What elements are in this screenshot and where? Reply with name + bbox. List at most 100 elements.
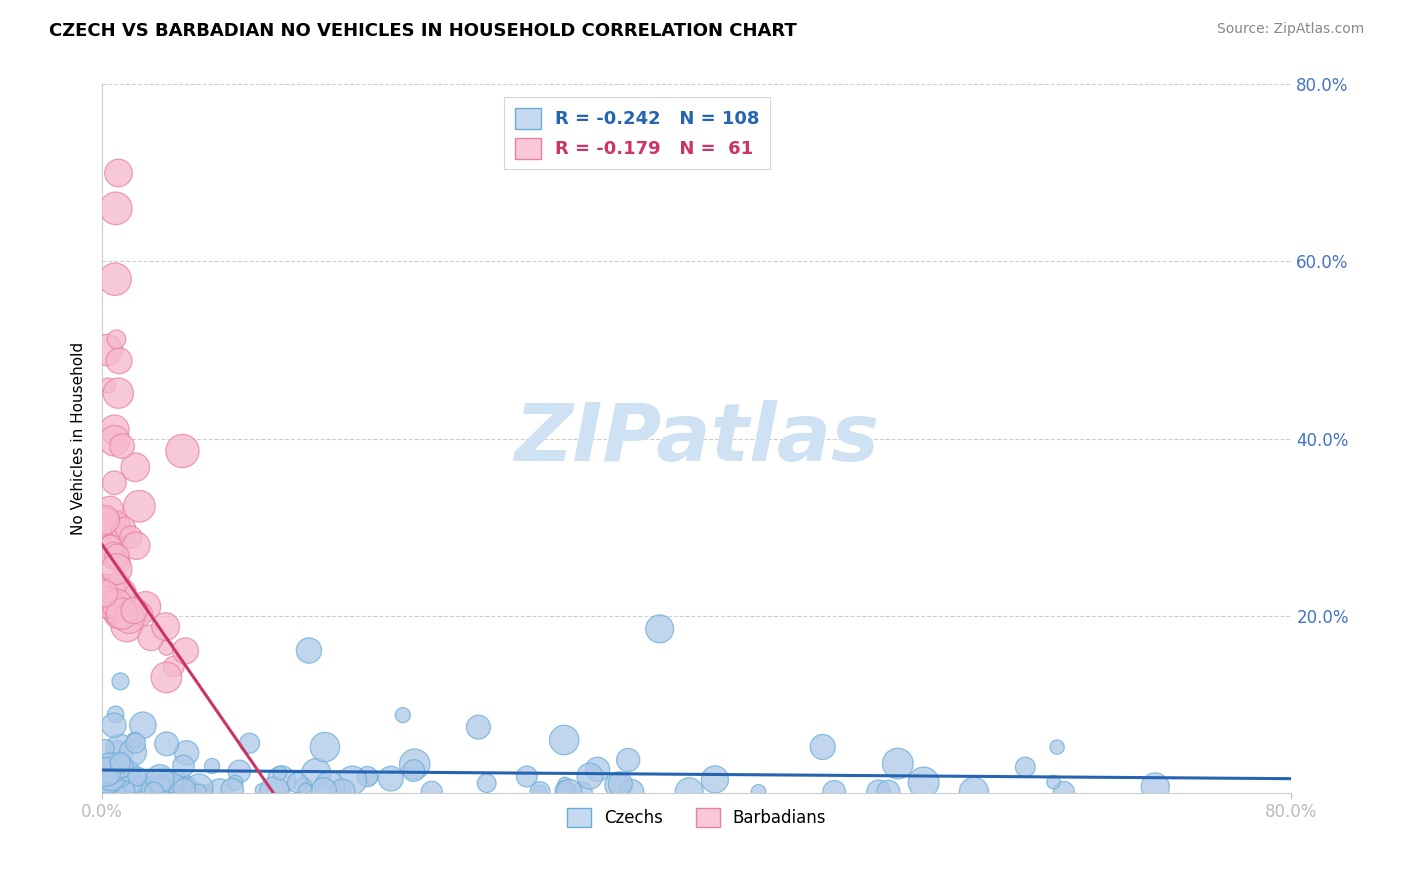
Point	[96, 762, 118, 776]
Point	[868, 785, 890, 799]
Point	[617, 753, 640, 767]
Point	[94, 774, 117, 789]
Point	[155, 640, 177, 655]
Point	[318, 780, 340, 794]
Point	[287, 776, 309, 790]
Point	[292, 779, 315, 793]
Point	[104, 577, 127, 591]
Point	[402, 764, 425, 778]
Point	[620, 785, 643, 799]
Point	[112, 595, 135, 609]
Point	[108, 741, 131, 756]
Point	[1053, 785, 1076, 799]
Point	[553, 733, 575, 747]
Point	[110, 756, 132, 770]
Point	[312, 783, 335, 797]
Point	[172, 780, 194, 794]
Text: Source: ZipAtlas.com: Source: ZipAtlas.com	[1216, 22, 1364, 37]
Point	[124, 733, 146, 747]
Point	[118, 764, 141, 779]
Point	[152, 775, 174, 789]
Point	[100, 539, 122, 553]
Point	[97, 378, 120, 392]
Point	[467, 720, 489, 734]
Point	[122, 745, 145, 759]
Point	[912, 775, 935, 789]
Point	[105, 562, 128, 576]
Point	[135, 599, 157, 614]
Point	[122, 775, 145, 789]
Point	[811, 739, 834, 754]
Point	[149, 779, 172, 793]
Point	[173, 785, 195, 799]
Point	[93, 586, 115, 600]
Point	[103, 423, 125, 437]
Point	[104, 605, 127, 619]
Point	[173, 781, 195, 796]
Point	[823, 785, 845, 799]
Point	[208, 785, 231, 799]
Point	[120, 530, 142, 544]
Point	[342, 773, 364, 788]
Point	[101, 584, 124, 599]
Point	[98, 502, 121, 516]
Point	[606, 778, 628, 792]
Point	[107, 607, 129, 622]
Point	[103, 434, 125, 448]
Point	[332, 785, 354, 799]
Point	[380, 772, 402, 786]
Point	[554, 783, 576, 797]
Point	[201, 759, 224, 773]
Text: CZECH VS BARBADIAN NO VEHICLES IN HOUSEHOLD CORRELATION CHART: CZECH VS BARBADIAN NO VEHICLES IN HOUSEH…	[49, 22, 797, 40]
Point	[887, 756, 910, 771]
Point	[105, 332, 128, 346]
Point	[157, 779, 180, 793]
Point	[124, 460, 146, 475]
Point	[174, 785, 197, 799]
Point	[131, 607, 153, 621]
Point	[529, 785, 551, 799]
Point	[110, 780, 132, 795]
Point	[558, 785, 581, 799]
Point	[571, 785, 593, 799]
Point	[103, 718, 125, 732]
Point	[579, 769, 602, 783]
Point	[269, 766, 291, 780]
Point	[586, 762, 609, 776]
Point	[163, 659, 186, 673]
Point	[125, 539, 148, 553]
Point	[420, 785, 443, 799]
Point	[554, 777, 576, 791]
Point	[162, 776, 184, 790]
Point	[250, 783, 273, 797]
Point	[100, 761, 122, 775]
Point	[93, 516, 115, 530]
Point	[104, 272, 127, 286]
Point	[194, 785, 217, 799]
Point	[187, 784, 209, 798]
Point	[96, 343, 118, 357]
Point	[108, 353, 131, 368]
Point	[107, 574, 129, 589]
Point	[108, 524, 131, 538]
Point	[1042, 775, 1064, 789]
Point	[121, 603, 143, 617]
Point	[127, 769, 149, 783]
Point	[305, 766, 328, 780]
Point	[105, 597, 128, 611]
Point	[94, 513, 117, 527]
Point	[529, 785, 551, 799]
Point	[516, 769, 538, 783]
Point	[239, 736, 262, 750]
Point	[142, 785, 165, 799]
Point	[114, 521, 136, 535]
Point	[270, 772, 292, 787]
Point	[105, 538, 128, 552]
Point	[127, 601, 149, 615]
Point	[145, 773, 167, 788]
Point	[174, 644, 197, 658]
Point	[110, 674, 132, 689]
Point	[648, 622, 671, 636]
Point	[107, 386, 129, 401]
Point	[609, 777, 631, 791]
